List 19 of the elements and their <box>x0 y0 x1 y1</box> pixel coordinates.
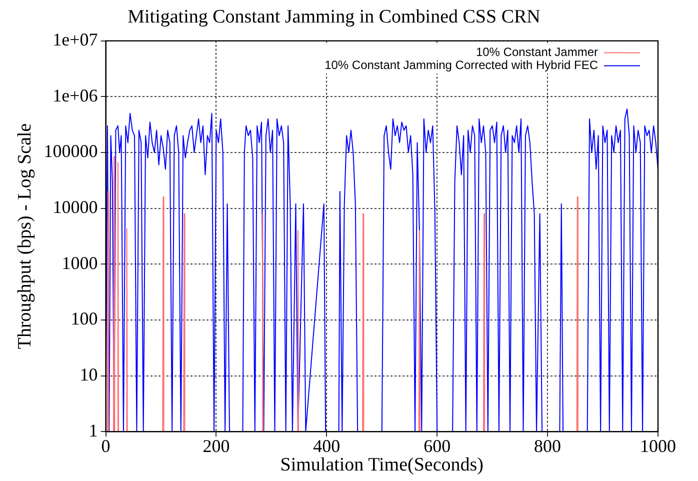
x-tick-label: 1000 <box>640 436 676 456</box>
y-tick-label: 100000 <box>44 141 98 162</box>
x-tick-label: 600 <box>424 436 451 456</box>
y-tick-label: 1e+06 <box>52 85 98 106</box>
x-tick-label: 800 <box>534 436 562 456</box>
y-tick-label: 1 <box>88 420 98 440</box>
x-tick-label: 0 <box>101 436 110 456</box>
y-tick-label: 1000 <box>62 252 98 273</box>
x-tick-label: 400 <box>313 436 340 456</box>
y-tick-label: 1e+07 <box>52 30 98 50</box>
x-tick-label: 200 <box>202 436 230 456</box>
x-axis-title: Simulation Time(Seconds) <box>280 454 484 476</box>
y-tick-label: 10 <box>80 364 98 385</box>
y-tick-label: 100 <box>70 308 98 329</box>
y-tick-label: 10000 <box>52 197 98 218</box>
legend-label: 10% Constant Jammer <box>476 45 598 60</box>
y-axis-title: Throughput (bps) - Log Scale <box>14 123 36 350</box>
legend-label: 10% Constant Jamming Corrected with Hybrid FEC <box>324 58 598 72</box>
chart-title: Mitigating Constant Jamming in Combined CSS CRN <box>128 6 541 28</box>
